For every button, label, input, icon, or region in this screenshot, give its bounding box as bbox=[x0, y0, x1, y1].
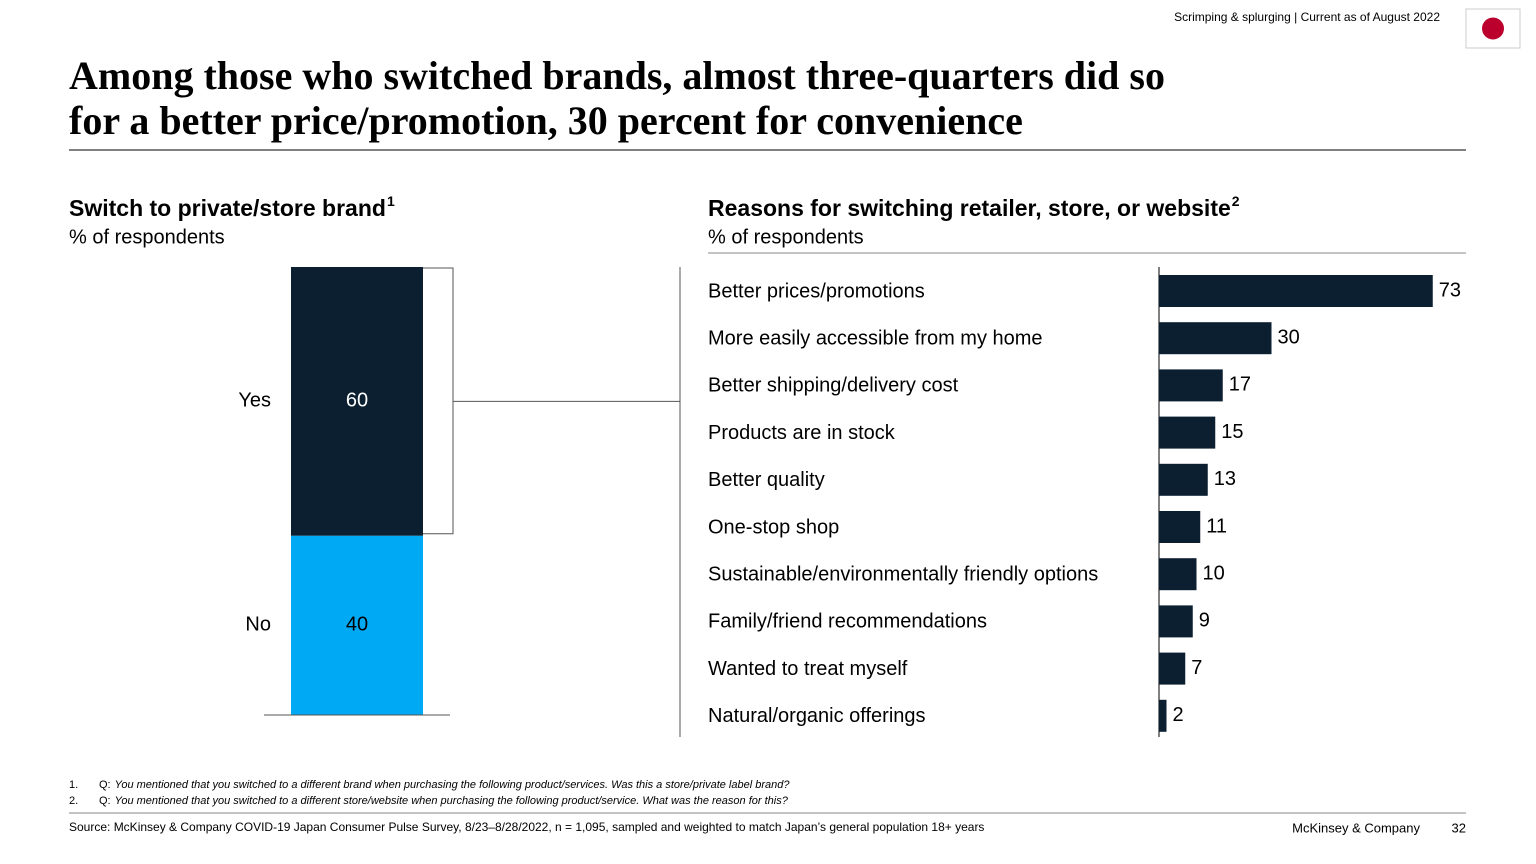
footnote: Q: You mentioned that you switched to a d… bbox=[99, 779, 790, 791]
slide-title: Among those who switched brands, almost … bbox=[69, 53, 1165, 98]
slide-title: for a better price/promotion, 30 percent… bbox=[69, 98, 1023, 143]
footnote-number: 1. bbox=[69, 779, 78, 791]
bar bbox=[1159, 463, 1208, 496]
chart-title: Switch to private/store brand1 bbox=[69, 193, 395, 221]
value-label: 17 bbox=[1229, 374, 1251, 396]
bar bbox=[1159, 322, 1272, 355]
value-label: 60 bbox=[346, 390, 368, 412]
footnote-prefix: Q: bbox=[99, 795, 111, 807]
footnote-text: You mentioned that you switched to a dif… bbox=[115, 779, 791, 791]
chart-title-text: Switch to private/store brand bbox=[69, 195, 386, 221]
category-label: Family/friend recommendations bbox=[708, 611, 987, 633]
value-label: 30 bbox=[1278, 326, 1300, 348]
chart-title: Reasons for switching retailer, store, o… bbox=[708, 193, 1240, 221]
category-label: Sustainable/environmentally friendly opt… bbox=[708, 563, 1098, 585]
page-number: 32 bbox=[1452, 820, 1466, 835]
chart-subtitle: % of respondents bbox=[69, 226, 225, 248]
chart-subtitle: % of respondents bbox=[708, 226, 864, 248]
bar bbox=[1159, 605, 1193, 638]
footnote-prefix: Q: bbox=[99, 779, 111, 791]
bar bbox=[1159, 558, 1197, 591]
category-label: Yes bbox=[238, 390, 271, 412]
value-label: 10 bbox=[1203, 562, 1225, 584]
category-label: Better prices/promotions bbox=[708, 280, 925, 302]
breadcrumb: Scrimping & splurging | Current as of Au… bbox=[1174, 10, 1440, 24]
chart-title-note: 2 bbox=[1232, 193, 1240, 209]
bar-segment bbox=[291, 535, 423, 715]
category-label: Wanted to treat myself bbox=[708, 658, 908, 680]
value-label: 11 bbox=[1206, 515, 1227, 537]
value-label: 9 bbox=[1199, 610, 1210, 632]
bracket bbox=[423, 267, 454, 535]
footnote-number: 2. bbox=[69, 795, 78, 807]
bar bbox=[1159, 511, 1201, 543]
category-label: No bbox=[245, 614, 271, 636]
category-label: More easily accessible from my home bbox=[708, 327, 1043, 349]
value-label: 7 bbox=[1191, 657, 1202, 679]
bar bbox=[1159, 369, 1223, 402]
category-label: Better shipping/delivery cost bbox=[708, 375, 959, 397]
bar-segment bbox=[291, 267, 423, 536]
value-label: 73 bbox=[1439, 279, 1461, 301]
category-label: Products are in stock bbox=[708, 422, 896, 444]
value-label: 15 bbox=[1221, 421, 1243, 443]
value-label: 2 bbox=[1173, 704, 1184, 726]
value-label: 13 bbox=[1214, 468, 1236, 490]
bar bbox=[1159, 652, 1186, 685]
footnote: Q: You mentioned that you switched to a d… bbox=[99, 795, 789, 807]
category-label: Natural/organic offerings bbox=[708, 705, 926, 727]
category-label: Better quality bbox=[708, 469, 825, 491]
bar bbox=[1159, 275, 1433, 307]
flag-sun bbox=[1482, 17, 1504, 40]
bar bbox=[1159, 699, 1167, 732]
source: Source: McKinsey & Company COVID-19 Japa… bbox=[69, 820, 984, 834]
chart-title-note: 1 bbox=[387, 193, 395, 209]
bar bbox=[1159, 416, 1216, 449]
chart-title-text: Reasons for switching retailer, store, o… bbox=[708, 195, 1231, 221]
footnote-text: You mentioned that you switched to a dif… bbox=[115, 795, 789, 807]
company: McKinsey & Company bbox=[1292, 820, 1420, 835]
category-label: One-stop shop bbox=[708, 516, 839, 538]
value-label: 40 bbox=[346, 614, 368, 636]
